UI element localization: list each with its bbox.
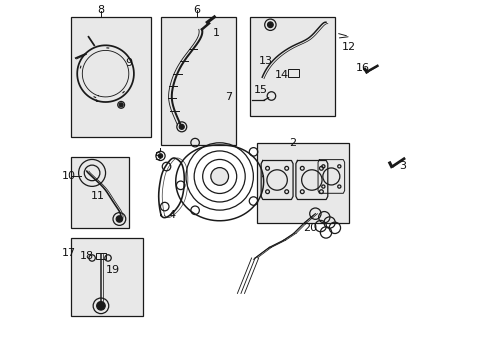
Text: 17: 17 (62, 248, 76, 258)
Text: 8: 8 (97, 5, 104, 15)
Circle shape (267, 22, 273, 28)
Text: 2: 2 (288, 138, 295, 148)
Circle shape (97, 302, 105, 310)
Text: 19: 19 (106, 265, 120, 275)
Circle shape (210, 168, 228, 185)
Text: 15: 15 (253, 85, 267, 95)
Text: 3: 3 (398, 161, 405, 171)
Text: 12: 12 (341, 42, 355, 52)
Text: 4: 4 (168, 211, 175, 220)
Bar (287, 69, 299, 77)
Text: 6: 6 (193, 5, 200, 15)
Text: 7: 7 (224, 92, 232, 102)
Bar (249, 17, 334, 116)
Text: 16: 16 (356, 63, 369, 73)
Bar (96, 253, 106, 259)
Bar (161, 17, 235, 145)
Bar (71, 157, 129, 228)
Text: 18: 18 (80, 251, 94, 261)
Bar (256, 143, 348, 222)
Text: 20: 20 (303, 223, 317, 233)
Circle shape (158, 154, 163, 158)
Text: 10: 10 (62, 171, 76, 181)
Text: 14: 14 (274, 71, 288, 80)
Text: 5: 5 (154, 152, 161, 162)
Text: 1: 1 (212, 28, 219, 38)
Bar (71, 238, 143, 316)
Text: 9: 9 (125, 58, 133, 68)
Bar (71, 17, 150, 138)
Text: 11: 11 (90, 191, 104, 201)
Circle shape (116, 216, 122, 222)
Circle shape (119, 103, 123, 107)
Circle shape (179, 124, 184, 129)
Text: 13: 13 (258, 56, 272, 66)
